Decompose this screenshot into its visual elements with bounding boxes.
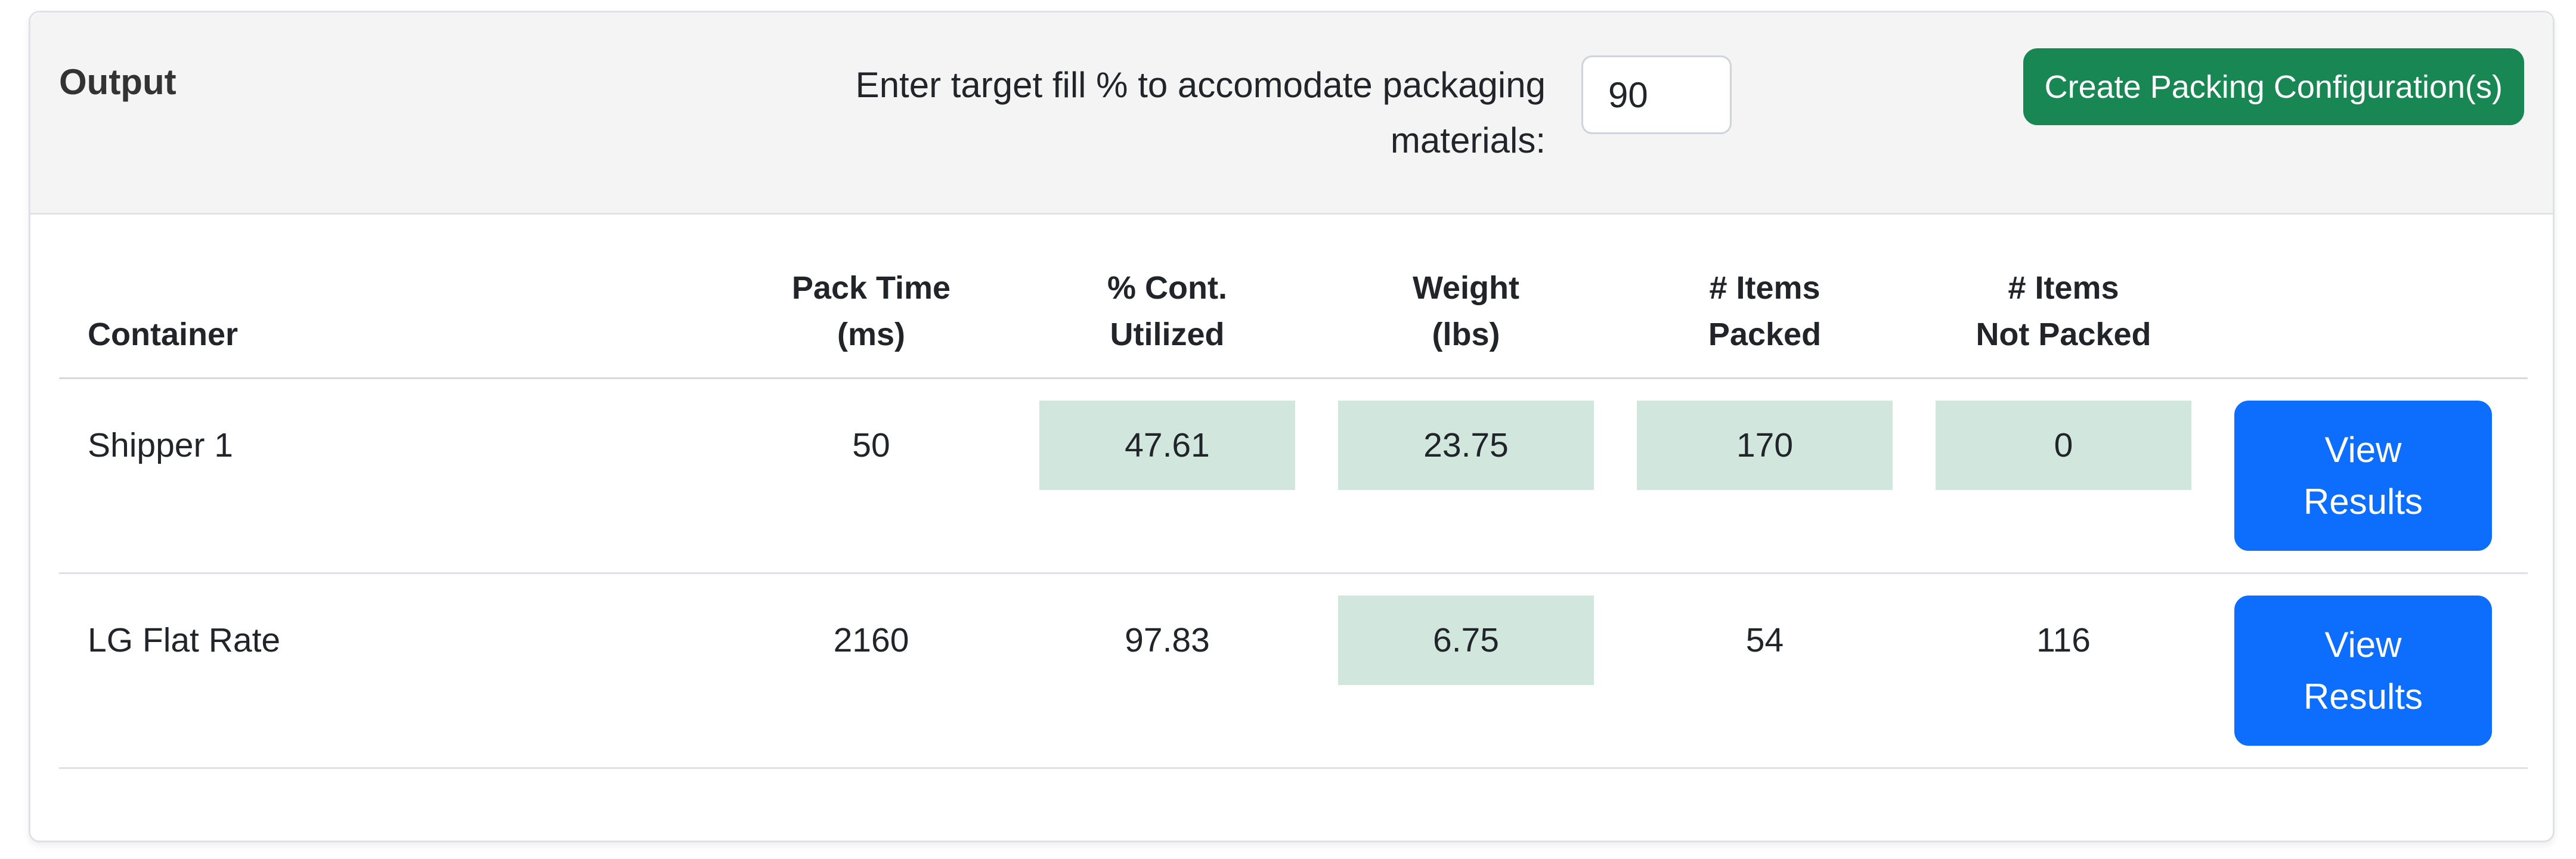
weight-value: 6.75 [1338,596,1594,685]
column-header-items-packed: # Items Packed [1615,243,1914,379]
items-not-packed-value: 0 [1936,401,2191,490]
weight-cell: 6.75 [1317,573,1615,769]
target-fill-label: Enter target fill % to accomodate packag… [794,57,1546,168]
target-fill-label-line1: Enter target fill % to accomodate [855,65,1373,105]
pct-utilized-cell: 47.61 [1018,378,1317,574]
view-results-button[interactable]: View Results [2234,596,2492,746]
weight-cell: 23.75 [1317,378,1615,574]
pct-utilized-value: 47.61 [1039,401,1295,490]
output-card-body: Container Pack Time (ms) % Cont. Utilize… [30,215,2553,841]
container-name-cell: LG Flat Rate [59,573,724,769]
actions-cell: View Results [2213,573,2528,769]
column-header-actions [2213,243,2528,379]
pct-utilized-value: 97.83 [1125,621,1210,659]
output-card: Output Enter target fill % to accomodate… [29,11,2555,842]
page-title: Output [59,62,177,102]
pack-time-value: 2160 [833,621,909,659]
output-card-header: Output Enter target fill % to accomodate… [30,13,2553,215]
items-not-packed-value: 116 [2036,621,2091,659]
column-header-weight: Weight (lbs) [1317,243,1615,379]
create-packing-configurations-button[interactable]: Create Packing Configuration(s) [2023,48,2524,125]
column-header-pct-utilized: % Cont. Utilized [1018,243,1317,379]
table-row: Shipper 1 50 47.61 23.75 170 [59,378,2528,574]
items-packed-value: 170 [1637,401,1893,490]
items-not-packed-cell: 116 [1914,573,2213,769]
pack-time-cell: 50 [724,378,1018,574]
column-header-items-not-packed: # Items Not Packed [1914,243,2213,379]
container-name-cell: Shipper 1 [59,378,724,574]
column-header-pack-time: Pack Time (ms) [724,243,1018,379]
items-packed-cell: 170 [1615,378,1914,574]
target-fill-input[interactable] [1581,55,1732,134]
pack-time-cell: 2160 [724,573,1018,769]
view-results-button[interactable]: View Results [2234,401,2492,551]
pct-utilized-cell: 97.83 [1018,573,1317,769]
table-header-row: Container Pack Time (ms) % Cont. Utilize… [59,243,2528,379]
items-packed-value: 54 [1745,621,1784,659]
items-not-packed-cell: 0 [1914,378,2213,574]
pack-time-value: 50 [852,426,890,464]
actions-cell: View Results [2213,378,2528,574]
column-header-container: Container [59,243,724,379]
weight-value: 23.75 [1338,401,1594,490]
target-fill-label-line2: packaging materials: [1382,65,1546,160]
items-packed-cell: 54 [1615,573,1914,769]
results-table: Container Pack Time (ms) % Cont. Utilize… [59,243,2528,769]
table-row: LG Flat Rate 2160 97.83 6.75 54 [59,573,2528,769]
